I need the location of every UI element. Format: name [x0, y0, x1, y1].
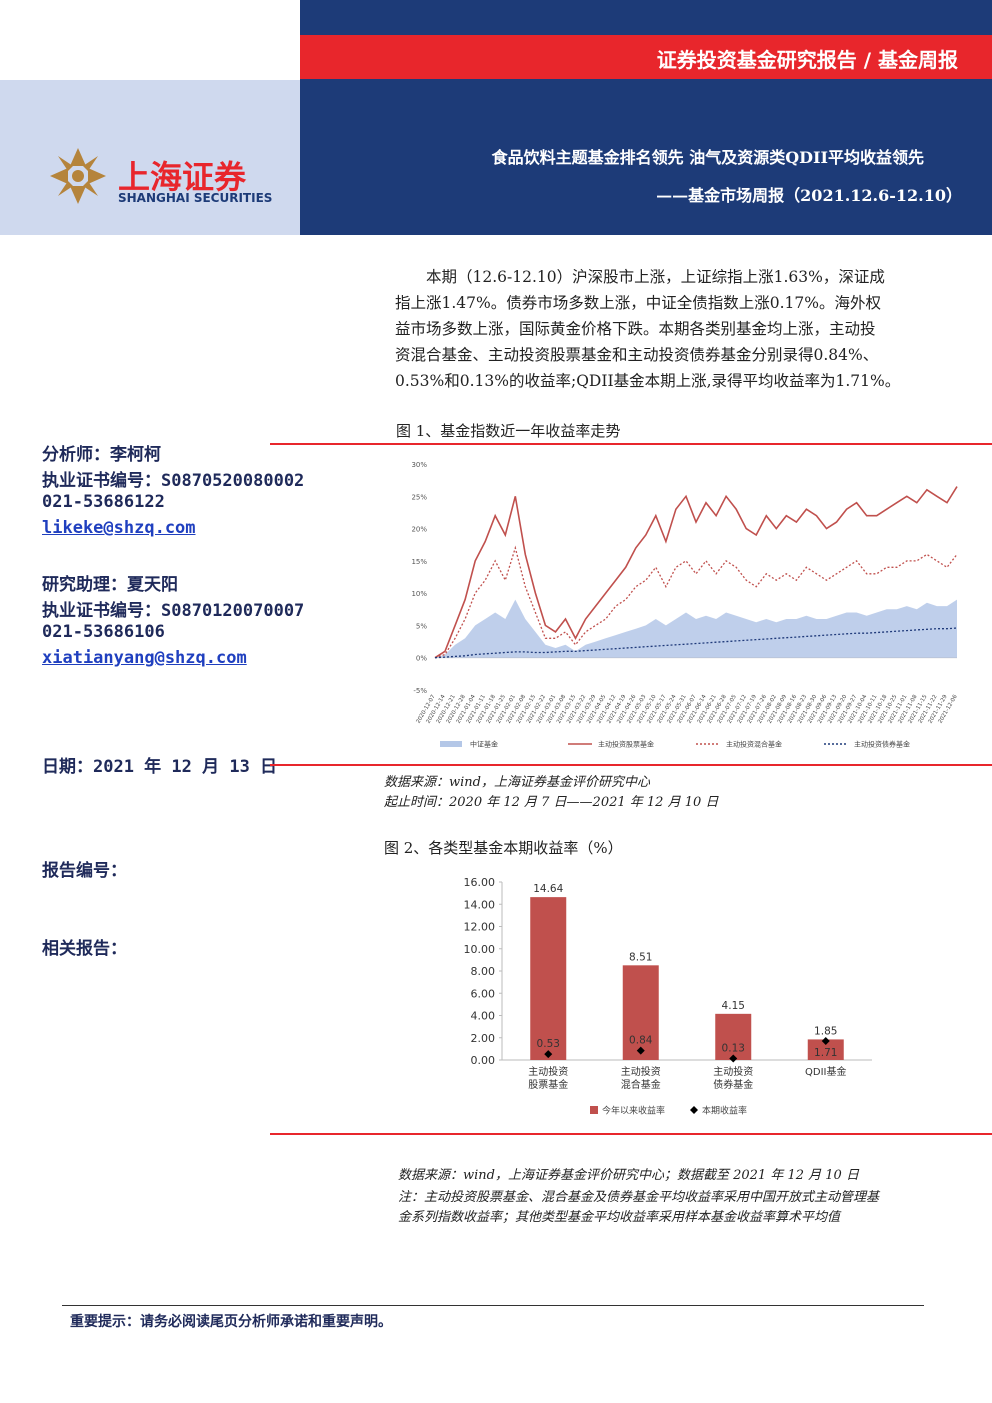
y-tick-label: 25%	[411, 493, 427, 501]
value-label: 14.64	[533, 883, 563, 895]
chart: -5%0%5%10%15%20%25%30%2020-12-072020-12-…	[411, 461, 959, 749]
source: 数据来源：wind，上海证券基金评价研究中心	[384, 775, 650, 790]
legend-label: 主动投资混合基金	[726, 740, 782, 749]
y-tick-label: 2.00	[471, 1032, 496, 1045]
bar	[715, 1013, 752, 1060]
legend-label: 本期收益率	[702, 1105, 747, 1117]
y-tick-label: 20%	[411, 526, 427, 534]
y-tick-label: 15%	[411, 558, 427, 566]
logo-text: 上海证券	[118, 158, 247, 196]
value-label: 1.85	[814, 1025, 837, 1037]
period: 起止时间：2020 年 12 月 7 日——2021 年 12 月 10 日	[384, 795, 719, 810]
value-label: 1.71	[814, 1047, 837, 1059]
y-tick-label: 14.00	[464, 898, 496, 911]
x-tick-label: 主动投资股票基金	[528, 1065, 568, 1091]
cert: 执业证书编号：S0870120070007	[42, 601, 305, 621]
note: 注：主动投资股票基金、混合基金及债券基金平均收益率采用中国开放式主动管理基	[398, 1190, 880, 1205]
legend-swatch	[690, 1106, 698, 1114]
divider	[270, 764, 992, 766]
bar	[807, 1039, 844, 1060]
x-tick-label: 主动投资混合基金	[621, 1065, 661, 1091]
legend-label: 主动投资股票基金	[598, 740, 654, 749]
y-tick-label: 5%	[416, 622, 427, 630]
y-tick-label: -5%	[413, 687, 427, 695]
report-type: 证券投资基金研究报告 / 基金周报	[656, 48, 958, 72]
analyst: 分析师：李柯柯	[42, 445, 161, 465]
summary: 本期（12.6-12.10）沪深股市上涨，上证综指上涨1.63%，深证成指上涨1…	[395, 264, 975, 394]
value-label: 0.84	[629, 1035, 653, 1047]
divider	[270, 1133, 992, 1135]
chart: 0.00 2.00 4.00 6.00 8.00 10.00 12.00 14.00 16.00…	[464, 876, 872, 1117]
y-tick-label: 0%	[416, 655, 427, 663]
legend-label: 今年以来收益率	[602, 1105, 665, 1117]
summary-line: 资混合基金、主动投资股票基金和主动投资债券基金分别录得0.84%、	[395, 346, 879, 364]
summary-line: 益市场多数上涨，国际黄金价格下跌。本期各类别基金均上涨，主动投	[395, 320, 876, 338]
footer-line	[62, 1305, 924, 1306]
y-tick-label: 6.00	[471, 987, 496, 1000]
y-tick-label: 8.00	[471, 965, 496, 978]
summary-line: 本期（12.6-12.10）沪深股市上涨，上证综指上涨1.63%，深证成	[426, 268, 885, 286]
bar	[622, 965, 659, 1060]
phone: 021-53686122	[42, 492, 165, 512]
divider	[270, 443, 992, 445]
x-tick-label: QDII基金	[805, 1065, 846, 1078]
email[interactable]: xiatianyang@shzq.com	[42, 648, 247, 668]
marker	[544, 1050, 553, 1059]
date: 日期：2021 年 12 月 13 日	[42, 757, 278, 777]
bar	[530, 897, 567, 1060]
legend-label: 主动投资债券基金	[854, 740, 910, 749]
legend-label: 中证基金	[470, 740, 498, 749]
report-type-band	[300, 35, 992, 79]
y-tick-label: 10.00	[464, 943, 496, 956]
value-label: 4.15	[722, 1000, 745, 1012]
y-tick-label: 12.00	[464, 921, 496, 934]
y-tick-label: 10%	[411, 590, 427, 598]
cert: 执业证书编号：S0870520080002	[42, 471, 305, 491]
area	[435, 599, 957, 658]
report-number: 报告编号：	[42, 861, 127, 881]
summary-line: 指上涨1.47%。债券市场多数上涨，中证全债指数上涨0.17%。海外权	[395, 294, 881, 312]
figure-caption: 图 2、各类型基金本期收益率（%）	[384, 839, 623, 857]
value-label: 0.13	[722, 1043, 745, 1055]
y-tick-label: 16.00	[464, 876, 496, 889]
legend-swatch	[440, 741, 462, 747]
y-tick-label: 30%	[411, 461, 427, 469]
y-tick-label: 4.00	[471, 1010, 496, 1023]
footer-note: 重要提示：请务必阅读尾页分析师承诺和重要声明。	[70, 1314, 392, 1330]
logo-english: SHANGHAI SECURITIES	[118, 191, 273, 205]
value-label: 0.53	[537, 1038, 560, 1050]
source: 数据来源：wind，上海证券基金评价研究中心；数据截至 2021 年 12 月 …	[398, 1168, 859, 1183]
marker	[821, 1036, 830, 1045]
assistant: 研究助理：夏天阳	[42, 575, 178, 595]
note: 金系列指数收益率；其他类型基金平均收益率采用样本基金收益率算术平均值	[398, 1210, 841, 1225]
figure-caption: 图 1、基金指数近一年收益率走势	[396, 422, 621, 440]
marker	[729, 1054, 738, 1063]
x-tick-label: 主动投资债券基金	[713, 1065, 753, 1091]
legend-swatch	[590, 1106, 598, 1114]
phone: 021-53686106	[42, 622, 165, 642]
line	[434, 627, 958, 659]
line	[434, 486, 958, 659]
line	[434, 545, 958, 659]
report-title: 食品饮料主题基金排名领先 油气及资源类QDII平均收益领先	[491, 148, 924, 167]
related-reports: 相关报告：	[42, 939, 127, 959]
y-tick-label: 0.00	[471, 1054, 496, 1067]
email[interactable]: likeke@shzq.com	[42, 518, 196, 538]
logo-icon	[50, 148, 106, 204]
marker	[636, 1046, 645, 1055]
report-subtitle: ——基金市场周报（2021.12.6-12.10）	[656, 186, 962, 205]
logo-panel	[0, 80, 300, 235]
value-label: 8.51	[629, 951, 652, 963]
summary-line: 0.53%和0.13%的收益率;QDII基金本期上涨,录得平均收益率为1.71%…	[395, 372, 901, 390]
